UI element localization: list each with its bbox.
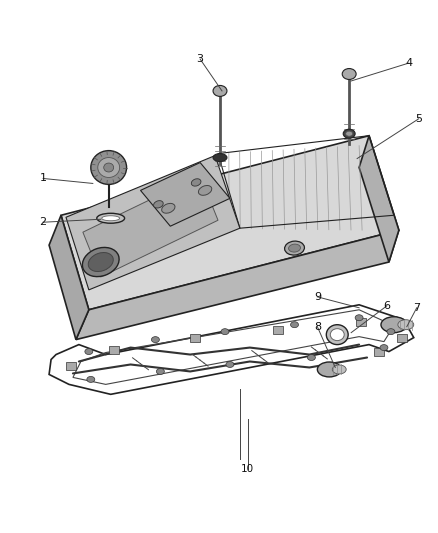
Polygon shape [190, 334, 200, 342]
Ellipse shape [380, 345, 388, 351]
Ellipse shape [343, 129, 355, 138]
Ellipse shape [102, 216, 120, 221]
Text: 3: 3 [197, 54, 204, 64]
Polygon shape [359, 136, 399, 262]
Ellipse shape [213, 154, 227, 161]
Text: 8: 8 [314, 322, 321, 332]
Polygon shape [273, 326, 283, 334]
Ellipse shape [330, 329, 344, 341]
Ellipse shape [221, 329, 229, 335]
Ellipse shape [82, 247, 119, 277]
Ellipse shape [285, 241, 304, 255]
Polygon shape [141, 163, 230, 226]
Ellipse shape [87, 376, 95, 382]
Ellipse shape [162, 204, 175, 213]
Ellipse shape [332, 365, 346, 374]
Ellipse shape [191, 179, 201, 186]
Text: 5: 5 [415, 114, 422, 124]
Ellipse shape [307, 354, 315, 360]
Ellipse shape [346, 131, 353, 136]
Text: 2: 2 [39, 217, 47, 227]
Polygon shape [66, 362, 76, 370]
Text: 1: 1 [39, 173, 46, 183]
Ellipse shape [226, 361, 234, 367]
Ellipse shape [97, 213, 124, 223]
Polygon shape [49, 215, 89, 340]
Text: 7: 7 [413, 303, 420, 313]
Ellipse shape [326, 325, 348, 345]
Ellipse shape [289, 244, 300, 252]
Ellipse shape [104, 163, 114, 172]
Ellipse shape [355, 315, 363, 321]
Ellipse shape [98, 158, 120, 177]
Text: 6: 6 [383, 301, 390, 311]
Ellipse shape [154, 200, 163, 208]
Ellipse shape [290, 322, 298, 328]
Text: 9: 9 [314, 292, 321, 302]
Polygon shape [66, 156, 240, 290]
Ellipse shape [318, 362, 341, 377]
Polygon shape [356, 318, 366, 326]
Text: 10: 10 [241, 464, 254, 474]
Ellipse shape [398, 320, 414, 330]
Polygon shape [76, 230, 399, 340]
Text: 4: 4 [405, 58, 412, 68]
Ellipse shape [152, 337, 159, 343]
Polygon shape [61, 136, 399, 310]
Polygon shape [397, 334, 407, 342]
Polygon shape [83, 175, 218, 277]
Ellipse shape [156, 368, 164, 375]
Ellipse shape [198, 185, 212, 195]
Ellipse shape [91, 151, 127, 184]
Ellipse shape [85, 349, 93, 354]
Ellipse shape [213, 85, 227, 96]
Ellipse shape [381, 317, 407, 333]
Ellipse shape [387, 329, 395, 335]
Polygon shape [374, 348, 384, 356]
Polygon shape [109, 345, 119, 353]
Ellipse shape [88, 253, 113, 271]
Ellipse shape [342, 69, 356, 79]
